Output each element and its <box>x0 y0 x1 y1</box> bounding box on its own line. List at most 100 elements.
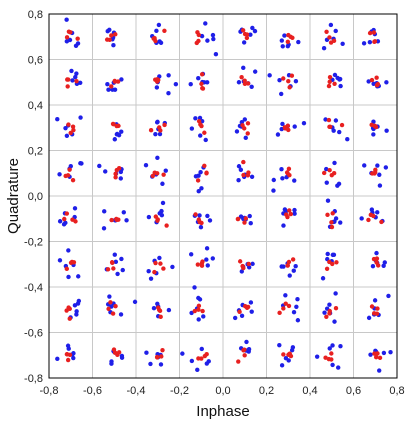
received-point <box>57 219 63 224</box>
received-point <box>192 285 197 290</box>
reference-point <box>327 79 332 84</box>
reference-point <box>108 300 113 305</box>
received-point <box>119 77 124 82</box>
reference-point <box>62 216 67 222</box>
reference-point <box>158 314 163 320</box>
reference-point <box>109 84 114 89</box>
reference-point <box>326 83 332 89</box>
reference-point <box>324 266 330 271</box>
received-point <box>248 221 253 226</box>
received-point <box>101 226 107 231</box>
received-point <box>249 84 254 89</box>
received-point <box>327 346 332 351</box>
reference-point <box>369 122 374 128</box>
received-point <box>157 255 162 261</box>
received-point <box>154 85 160 90</box>
x-tick-label: -0,6 <box>83 385 102 397</box>
received-point <box>323 117 328 122</box>
received-point <box>252 28 258 34</box>
reference-point <box>285 263 290 268</box>
reference-point <box>287 351 292 356</box>
reference-point <box>64 35 70 40</box>
received-point <box>332 319 337 324</box>
reference-point <box>116 217 121 222</box>
received-point <box>146 214 152 220</box>
reference-point <box>371 256 377 262</box>
received-point <box>201 314 206 319</box>
received-point <box>280 44 285 49</box>
received-point <box>76 274 81 279</box>
reference-point <box>373 355 379 360</box>
received-point <box>340 41 345 46</box>
reference-point <box>242 31 248 37</box>
reference-point <box>287 85 292 90</box>
reference-point <box>283 126 288 131</box>
received-point <box>362 163 367 168</box>
received-point <box>157 39 162 44</box>
y-tick-label: 0,6 <box>28 55 43 67</box>
received-point <box>291 309 297 315</box>
reference-point <box>290 257 296 262</box>
x-tick-label: -0,4 <box>127 385 146 397</box>
reference-point <box>327 167 332 173</box>
received-point <box>205 263 210 268</box>
received-point <box>119 355 125 360</box>
reference-point <box>372 351 377 356</box>
reference-point <box>148 127 154 133</box>
received-point <box>314 354 320 359</box>
received-point <box>73 43 79 48</box>
reference-point <box>379 219 384 225</box>
reference-point <box>330 211 335 216</box>
received-point <box>118 312 124 317</box>
received-point <box>204 361 210 366</box>
received-point <box>332 72 338 78</box>
received-point <box>279 167 284 172</box>
received-point <box>384 128 389 133</box>
received-point <box>132 299 138 305</box>
received-point <box>67 37 73 43</box>
received-point <box>107 294 112 299</box>
reference-point <box>150 173 156 179</box>
reference-point <box>245 173 251 178</box>
received-point <box>325 198 331 203</box>
received-point <box>205 38 210 43</box>
reference-point <box>65 357 71 363</box>
reference-point <box>199 72 205 77</box>
received-point <box>377 183 383 188</box>
received-point <box>338 344 343 349</box>
received-point <box>377 172 382 177</box>
reference-point <box>236 359 241 364</box>
received-point <box>66 274 71 280</box>
received-point <box>103 169 108 174</box>
received-point <box>203 137 208 143</box>
received-point <box>330 343 335 348</box>
received-point <box>109 361 114 366</box>
reference-point <box>66 29 72 34</box>
received-point <box>197 213 202 218</box>
reference-point <box>242 81 248 87</box>
received-point <box>271 177 276 183</box>
reference-point <box>116 350 122 355</box>
received-point <box>249 174 255 179</box>
received-point <box>333 118 339 123</box>
reference-point <box>245 121 251 126</box>
reference-point <box>237 309 242 315</box>
received-point <box>196 189 201 194</box>
received-point <box>180 351 185 356</box>
received-point <box>189 358 195 364</box>
received-point <box>198 169 203 175</box>
reference-point <box>161 172 166 177</box>
received-point <box>375 163 380 168</box>
reference-point <box>152 170 157 175</box>
reference-point <box>64 308 69 313</box>
received-point <box>156 22 162 28</box>
reference-point <box>283 212 289 217</box>
received-point <box>118 176 123 181</box>
reference-point <box>199 81 204 87</box>
reference-point <box>162 122 167 128</box>
reference-point <box>109 33 114 38</box>
received-point <box>324 180 329 185</box>
reference-point <box>199 356 204 361</box>
received-point <box>204 257 209 262</box>
